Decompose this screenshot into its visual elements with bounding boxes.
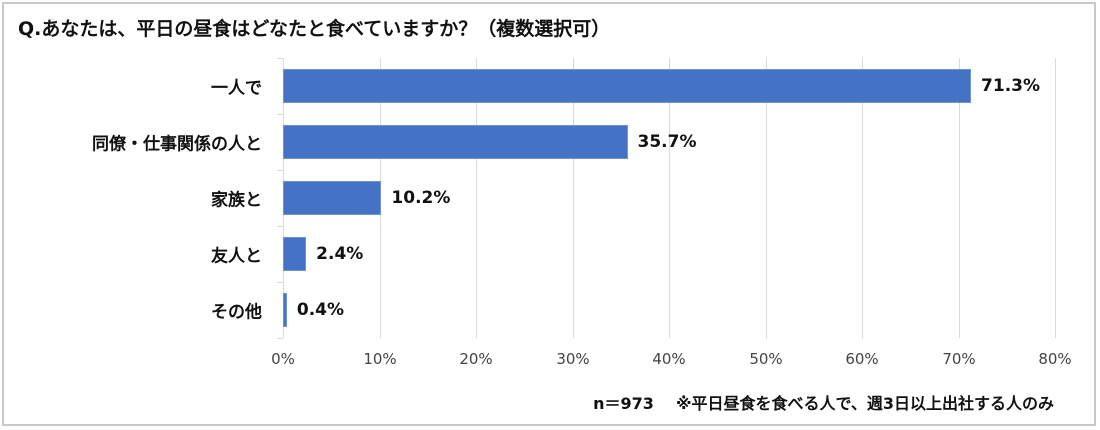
category-label: 家族と	[211, 190, 262, 211]
plot-area: 71.3% 35.7% 10.2% 2.4% 0.4%	[277, 58, 1056, 339]
bar	[283, 125, 628, 159]
x-tick-label: 40%	[652, 350, 686, 368]
gridline	[1055, 58, 1056, 338]
bar-value-label: 71.3%	[981, 76, 1041, 96]
y-tick-mark	[277, 226, 283, 227]
category-label: 一人で	[211, 78, 262, 99]
bar-value-label: 0.4%	[296, 300, 345, 320]
category-label: 同僚・仕事関係の人と	[92, 134, 262, 155]
y-tick-mark	[277, 338, 283, 339]
footnote: n＝973 ※平日昼食を食べる人で、週3日以上出社する人のみ	[593, 390, 1054, 414]
y-tick-mark	[277, 282, 283, 283]
gridline	[669, 58, 670, 338]
gridline	[959, 58, 960, 338]
bar-value-label: 35.7%	[637, 132, 697, 152]
bar	[283, 293, 287, 327]
x-tick-label: 60%	[845, 350, 879, 368]
category-label: その他	[211, 302, 262, 323]
gridline	[476, 58, 477, 338]
x-tick-label: 50%	[749, 350, 783, 368]
sample-size: n＝973	[593, 394, 654, 413]
x-tick-label: 70%	[942, 350, 976, 368]
y-tick-mark	[277, 58, 283, 59]
bar	[283, 237, 307, 271]
gridline	[573, 58, 574, 338]
sample-condition: ※平日昼食を食べる人で、週3日以上出社する人のみ	[675, 394, 1054, 413]
gridline	[766, 58, 767, 338]
x-tick-label: 20%	[459, 350, 493, 368]
gridline	[862, 58, 863, 338]
bar-value-label: 10.2%	[391, 188, 451, 208]
x-tick-label: 80%	[1038, 350, 1072, 368]
x-tick-label: 10%	[363, 350, 397, 368]
y-tick-mark	[277, 170, 283, 171]
x-tick-label: 0%	[271, 350, 295, 368]
chart-title: Q.あなたは、平日の昼食はどなたと食べていますか？（複数選択可）	[18, 18, 611, 40]
bar	[283, 181, 382, 215]
x-tick-label: 30%	[556, 350, 590, 368]
bar-value-label: 2.4%	[316, 244, 364, 264]
y-tick-mark	[277, 114, 283, 115]
bar	[283, 69, 972, 103]
category-label: 友人と	[211, 246, 262, 267]
